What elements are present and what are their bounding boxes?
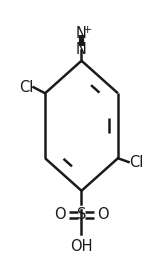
Text: N: N <box>76 42 87 57</box>
Text: +: + <box>83 25 92 35</box>
Text: S: S <box>77 207 86 222</box>
Text: O: O <box>97 207 109 222</box>
Text: N: N <box>75 26 86 41</box>
Text: O: O <box>54 207 66 222</box>
Text: OH: OH <box>70 239 93 254</box>
Text: Cl: Cl <box>129 154 143 170</box>
Text: Cl: Cl <box>19 80 33 95</box>
